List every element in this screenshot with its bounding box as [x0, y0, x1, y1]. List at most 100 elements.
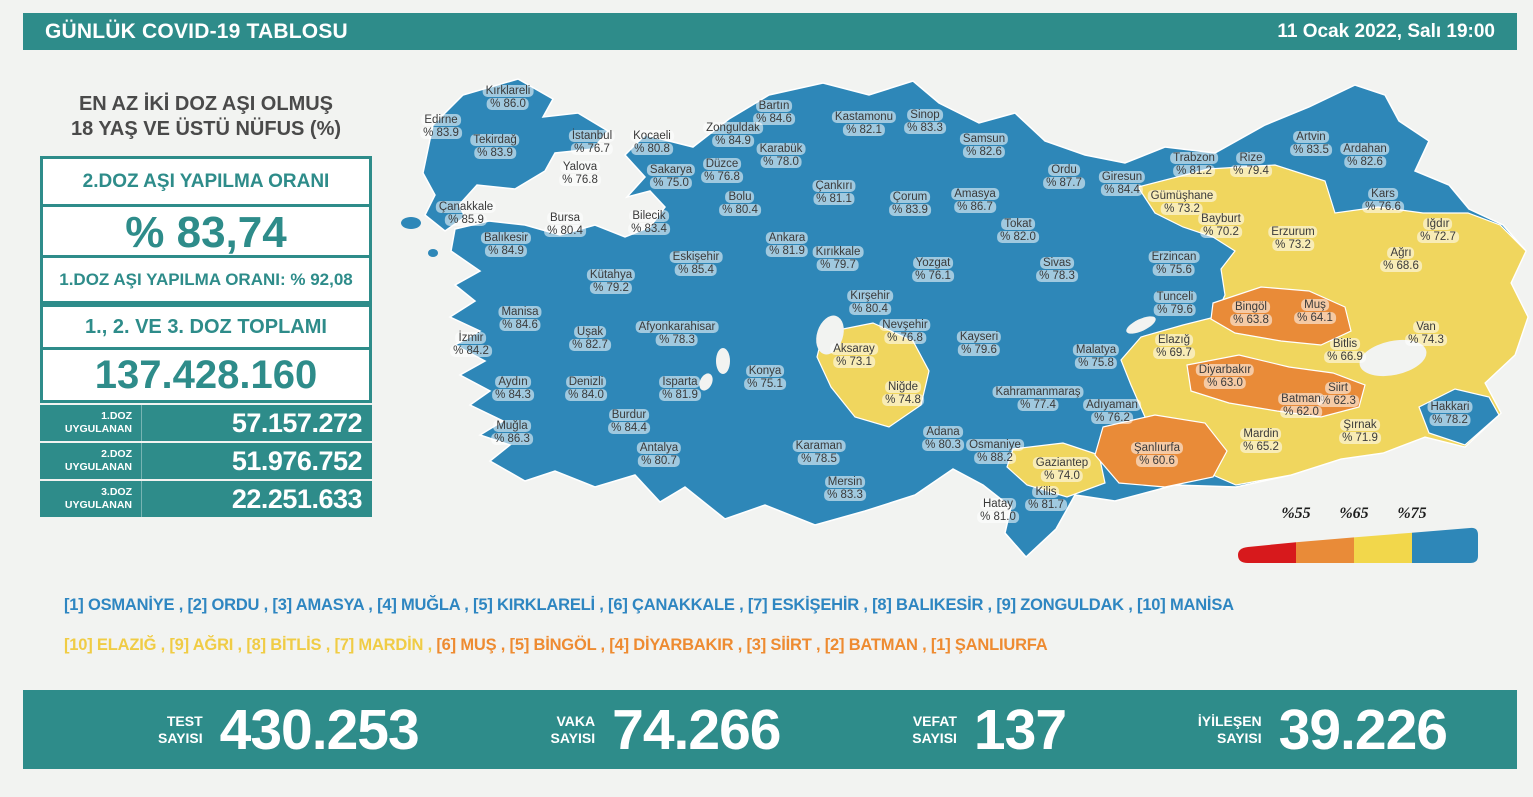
legend-segment-red	[1238, 542, 1296, 563]
province-label: Şırnak% 71.9	[1339, 419, 1381, 445]
province-name: Mardin	[1240, 428, 1282, 440]
province-label: Nevşehir% 76.8	[879, 319, 931, 345]
province-label: Hakkari% 78.2	[1427, 401, 1473, 427]
stat-label: VAKA SAYISI	[550, 712, 596, 746]
province-name: Muğla	[493, 420, 531, 432]
stat-group: VEFAT SAYISI 137	[912, 697, 1067, 763]
province-label: Bayburt% 70.2	[1198, 213, 1244, 239]
province-label: Samsun% 82.6	[959, 133, 1009, 159]
province-label: Konya% 75.1	[744, 365, 786, 391]
map-island	[428, 249, 438, 257]
province-value: % 79.4	[1230, 165, 1272, 177]
province-label: Kastamonu% 82.1	[831, 111, 897, 137]
province-label: Denizli% 84.0	[565, 376, 607, 402]
province-value: % 88.2	[974, 452, 1016, 464]
stat-label: İYİLEŞEN SAYISI	[1197, 712, 1262, 746]
province-name: Yalova	[559, 161, 601, 173]
province-label: İstanbul% 76.7	[568, 130, 616, 156]
province-label: Erzincan% 75.6	[1148, 251, 1200, 277]
province-label: Bingöl% 63.8	[1230, 301, 1272, 327]
province-value: % 82.7	[569, 339, 611, 351]
province-label: Çanakkale% 85.9	[435, 201, 497, 227]
province-label: Bolu% 80.4	[719, 191, 761, 217]
province-value: % 81.2	[1173, 165, 1215, 177]
province-label: Kırıkkale% 79.7	[812, 246, 864, 272]
province-value: % 80.7	[638, 455, 680, 467]
total-doses-header: 1., 2. VE 3. DOZ TOPLAMI	[40, 304, 372, 350]
province-label: Kocaeli% 80.8	[630, 130, 674, 156]
province-label: Ankara% 81.9	[765, 232, 809, 258]
province-name: Şanlıurfa	[1130, 442, 1184, 454]
province-name: Hatay	[979, 498, 1017, 510]
province-label: İzmir% 84.2	[450, 332, 492, 358]
province-label: Edirne% 83.9	[420, 114, 462, 140]
province-name: Eskişehir	[669, 251, 723, 263]
province-value: % 84.6	[499, 319, 541, 331]
province-value: % 80.4	[849, 303, 891, 315]
province-name: Antalya	[636, 442, 682, 454]
province-value: % 74.3	[1405, 334, 1447, 346]
dose-row-value: 57.157.272	[231, 407, 363, 438]
province-name: Bingöl	[1232, 301, 1270, 313]
province-value: % 83.9	[889, 204, 931, 216]
province-name: Düzce	[702, 158, 742, 170]
stat-value: 137	[973, 697, 1067, 762]
province-name: Karabük	[756, 143, 806, 155]
province-name: Tunceli	[1153, 291, 1197, 303]
province-label: Gaziantep% 74.0	[1032, 457, 1092, 483]
province-value: % 66.9	[1324, 351, 1366, 363]
province-label: Düzce% 76.8	[701, 158, 743, 184]
province-value: % 78.3	[656, 334, 698, 346]
province-label: Tokat% 82.0	[997, 218, 1039, 244]
province-value: % 73.2	[1272, 239, 1314, 251]
province-label: Kütahya% 79.2	[586, 269, 636, 295]
legend-segment-blue	[1412, 527, 1478, 563]
province-label: Yozgat% 76.1	[912, 257, 954, 283]
legend-bar	[1238, 527, 1478, 563]
province-label: Aksaray% 73.1	[830, 343, 878, 369]
province-label: Kayseri% 79.6	[956, 331, 1002, 357]
province-label: Bilecik% 83.4	[628, 210, 670, 236]
province-value: % 62.3	[1317, 395, 1359, 407]
province-label: Afyonkarahisar% 78.3	[635, 321, 719, 347]
province-name: Malatya	[1072, 344, 1120, 356]
province-value: % 76.2	[1091, 412, 1133, 424]
province-value: % 69.7	[1153, 347, 1195, 359]
province-name: Kırıkkale	[812, 246, 864, 258]
province-value: % 60.6	[1136, 455, 1178, 467]
province-value: % 65.2	[1240, 441, 1282, 453]
province-label: Antalya% 80.7	[636, 442, 682, 468]
province-label: Tekirdağ% 83.9	[470, 134, 520, 160]
panel-title-line2: 18 YAŞ VE ÜSTÜ NÜFUS (%)	[70, 118, 342, 140]
dose-row-value: 51.976.752	[231, 445, 363, 476]
province-name: Giresun	[1098, 171, 1146, 183]
province-label: Ordu% 87.7	[1043, 164, 1085, 190]
province-label: Siirt% 62.3	[1317, 382, 1359, 408]
province-label: Batman% 62.0	[1278, 393, 1324, 419]
province-label: Muğla% 86.3	[491, 420, 533, 446]
province-value: % 63.0	[1204, 377, 1246, 389]
lake-van	[1359, 339, 1427, 377]
legend-threshold-label: %75	[1397, 505, 1427, 522]
province-label: Artvin% 83.5	[1290, 131, 1332, 157]
province-name: Ankara	[765, 232, 809, 244]
province-label: Adıyaman% 76.2	[1083, 399, 1141, 425]
map-island	[401, 217, 421, 229]
province-value: % 80.4	[544, 225, 586, 237]
province-value: % 73.1	[833, 356, 875, 368]
province-name: Ordu	[1048, 164, 1080, 176]
province-name: Sakarya	[646, 164, 696, 176]
stat-value: 39.226	[1278, 697, 1448, 762]
province-value: % 84.9	[712, 135, 754, 147]
lake-egirdir	[716, 348, 730, 374]
province-value: % 76.8	[884, 332, 926, 344]
province-label: Bitlis% 66.9	[1324, 338, 1366, 364]
province-value: % 84.2	[450, 345, 492, 357]
province-value: % 77.4	[1017, 399, 1059, 411]
province-name: Zonguldak	[703, 122, 763, 134]
bottom-provinces-line: [10] ELAZIĞ , [9] AĞRI , [8] BİTLİS , [7…	[64, 636, 1484, 655]
province-name: Şırnak	[1340, 419, 1380, 431]
province-value: % 63.8	[1230, 314, 1272, 326]
province-name: Manisa	[498, 306, 542, 318]
province-value: % 75.8	[1075, 357, 1117, 369]
